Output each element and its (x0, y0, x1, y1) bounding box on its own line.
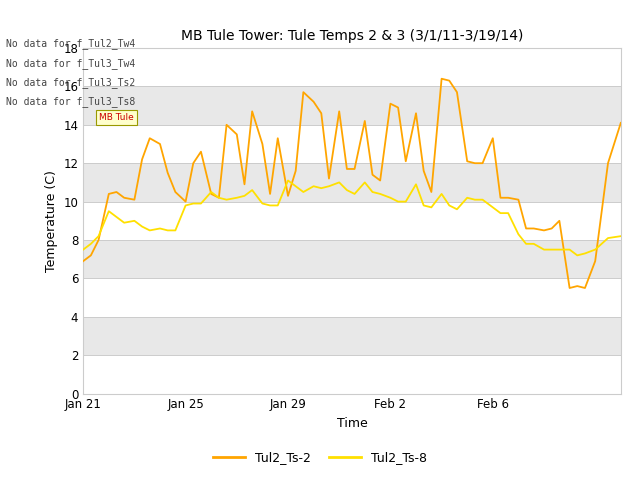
Text: No data for f_Tul3_Ts2: No data for f_Tul3_Ts2 (6, 77, 136, 88)
Text: No data for f_Tul3_Ts8: No data for f_Tul3_Ts8 (6, 96, 136, 107)
Bar (83, 125, 621, 163)
Bar (83, 278, 621, 317)
Y-axis label: Temperature (C): Temperature (C) (45, 170, 58, 272)
Legend: Tul2_Ts-2, Tul2_Ts-8: Tul2_Ts-2, Tul2_Ts-8 (209, 446, 431, 469)
X-axis label: Time: Time (337, 417, 367, 430)
Text: No data for f_Tul2_Tw4: No data for f_Tul2_Tw4 (6, 38, 136, 49)
Bar (83, 240, 621, 278)
Text: MB Tule: MB Tule (99, 113, 134, 122)
Bar (83, 48, 621, 86)
Bar (83, 163, 621, 202)
Text: No data for f_Tul3_Tw4: No data for f_Tul3_Tw4 (6, 58, 136, 69)
Title: MB Tule Tower: Tule Temps 2 & 3 (3/1/11-3/19/14): MB Tule Tower: Tule Temps 2 & 3 (3/1/11-… (181, 29, 523, 43)
Bar (83, 202, 621, 240)
Bar (83, 355, 621, 394)
Bar (83, 86, 621, 125)
Bar (83, 317, 621, 355)
